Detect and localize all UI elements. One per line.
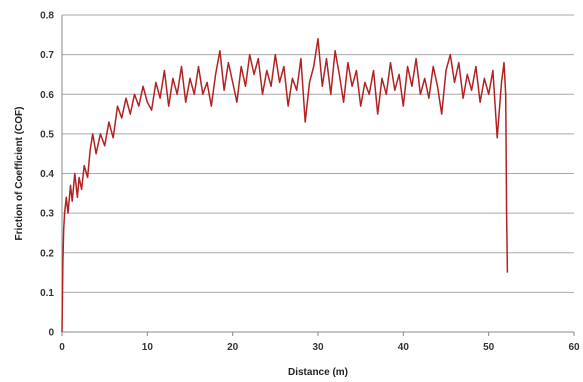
y-axis-title: Friction of Coefficient (COF) — [14, 107, 25, 241]
y-tick-label: 0.8 — [40, 11, 54, 22]
y-tick-label: 0.5 — [40, 129, 54, 140]
tick-labels: 0 0.1 0.2 0.3 0.4 0.5 0.6 0.7 0.8 0 10 20 30 40 50 60 — [40, 11, 580, 354]
x-tick-label: 30 — [312, 342, 324, 353]
series-layer — [61, 38, 509, 333]
y-tick-label: 0.3 — [40, 209, 54, 220]
y-tick-label: 0 — [48, 328, 54, 339]
y-tick-label: 0.6 — [40, 90, 54, 101]
x-tick-label: 60 — [568, 342, 580, 353]
x-tick-label: 10 — [142, 342, 154, 353]
x-tick-label: 0 — [59, 342, 65, 353]
x-axis-title: Distance (m) — [288, 367, 348, 378]
x-tick-label: 40 — [398, 342, 410, 353]
y-tick-label: 0.2 — [40, 248, 54, 259]
gridlines — [62, 14, 574, 293]
y-tick-label: 0.1 — [40, 288, 54, 299]
series-line-0 — [61, 38, 509, 333]
y-tick-label: 0.4 — [40, 169, 54, 180]
x-tick-label: 20 — [227, 342, 239, 353]
y-tick-label: 0.7 — [40, 50, 54, 61]
x-tick-label: 50 — [483, 342, 495, 353]
